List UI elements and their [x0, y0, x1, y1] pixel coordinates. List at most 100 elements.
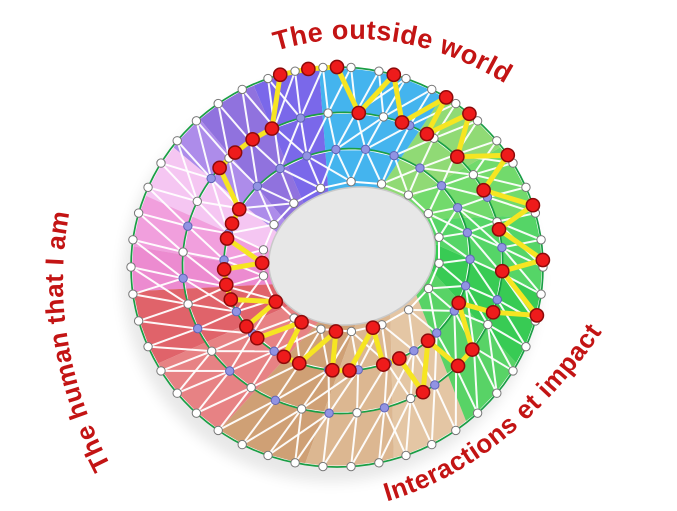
- mesh-edge: [408, 184, 442, 197]
- red-node: [264, 121, 280, 136]
- mesh-edge: [176, 140, 212, 180]
- mesh-edge: [383, 407, 407, 456]
- red-node: [223, 292, 239, 307]
- mesh-edge: [407, 309, 415, 351]
- mesh-edge: [267, 77, 302, 119]
- mesh-edge: [273, 126, 308, 157]
- red-node: [535, 252, 551, 268]
- mesh-edge: [433, 103, 457, 139]
- mesh-node-white: [346, 62, 356, 73]
- mesh-edge: [294, 71, 302, 119]
- mesh-node-white: [468, 170, 479, 180]
- sector-wedge: [431, 243, 542, 364]
- red-node: [494, 263, 510, 279]
- mesh-edge: [467, 220, 498, 234]
- mesh-node-purple: [252, 181, 263, 191]
- sector-wedge: [131, 246, 274, 292]
- red-node: [386, 67, 402, 83]
- mesh-node-white: [423, 283, 434, 294]
- red-node: [438, 90, 454, 105]
- mesh-edge: [496, 298, 536, 322]
- red-node: [219, 231, 235, 246]
- mesh-node-white: [143, 182, 153, 193]
- mesh-edge: [228, 223, 275, 235]
- mesh-node-white: [133, 208, 144, 218]
- mesh-edge: [256, 185, 295, 205]
- mesh-edge: [228, 157, 241, 209]
- mesh-node-purple: [492, 295, 502, 305]
- mesh-edge: [321, 67, 330, 114]
- mesh-node-white: [156, 366, 166, 376]
- mesh-node-white: [405, 393, 416, 404]
- mesh-edge: [350, 148, 367, 183]
- mesh-edge: [322, 412, 358, 468]
- mesh-edge: [241, 408, 303, 446]
- mesh-edge: [132, 238, 184, 254]
- mesh-edge: [187, 225, 225, 261]
- mesh-edge: [138, 212, 189, 228]
- mesh-edge: [319, 328, 330, 371]
- red-node: [394, 115, 410, 130]
- mesh-edge: [249, 140, 259, 187]
- mesh-edge: [428, 206, 458, 215]
- mesh-node-purple: [324, 408, 334, 418]
- mesh-edge: [377, 71, 385, 117]
- mesh-node-white: [178, 247, 188, 257]
- mesh-edge: [486, 324, 514, 372]
- mesh-node-purple: [225, 366, 235, 376]
- mesh-edge: [305, 112, 329, 157]
- mesh-edge: [228, 232, 264, 251]
- mesh-edge: [335, 116, 385, 151]
- mesh-edge: [350, 407, 386, 468]
- torus-wheel: [126, 59, 551, 472]
- red-node: [419, 126, 435, 142]
- mesh-edge: [380, 324, 389, 364]
- red-node: [351, 105, 367, 121]
- mesh-edge: [377, 407, 386, 463]
- mesh-node-purple: [452, 202, 463, 213]
- mesh-edge: [321, 413, 331, 467]
- mesh-node-white: [434, 232, 444, 242]
- mesh-edge: [147, 345, 212, 353]
- mesh-edge: [364, 116, 385, 150]
- mesh-edge: [294, 408, 303, 463]
- red-node: [268, 294, 284, 310]
- mesh-node-white: [346, 461, 356, 472]
- mesh-node-purple: [436, 181, 447, 191]
- mesh-node-purple: [497, 242, 507, 253]
- mesh-edge: [176, 350, 213, 394]
- label-human-that-i-am: The human that I am: [39, 208, 116, 476]
- mesh-node-white: [156, 158, 166, 168]
- mesh-edge: [501, 246, 542, 295]
- mesh-node-white: [492, 136, 502, 146]
- mesh-node-white: [483, 319, 493, 330]
- red-node: [365, 320, 381, 336]
- mesh-edge: [364, 148, 383, 185]
- mesh-node-white: [427, 84, 437, 95]
- mesh-edge: [496, 299, 527, 348]
- mesh-edge: [187, 225, 229, 235]
- mesh-edge: [211, 332, 253, 353]
- mesh-edge: [473, 162, 514, 176]
- mesh-edge: [465, 284, 498, 301]
- mesh-node-purple: [193, 323, 203, 334]
- mesh-edge: [195, 120, 213, 179]
- mesh-node-white: [346, 326, 357, 337]
- mesh-node-white: [492, 388, 502, 398]
- mesh-node-white: [126, 262, 136, 272]
- red-node: [245, 132, 260, 147]
- mesh-node-white: [263, 450, 273, 461]
- mesh-edge: [350, 412, 358, 467]
- mesh-edge: [438, 262, 467, 287]
- mesh-node-white: [472, 408, 483, 418]
- mesh-edge: [187, 303, 237, 313]
- mesh-edge: [176, 370, 231, 395]
- mesh-edge: [457, 206, 498, 223]
- sector-wedge: [132, 195, 270, 270]
- red-node: [272, 67, 288, 83]
- mesh-edge: [380, 155, 396, 185]
- red-node: [212, 160, 227, 176]
- red-node: [218, 277, 234, 293]
